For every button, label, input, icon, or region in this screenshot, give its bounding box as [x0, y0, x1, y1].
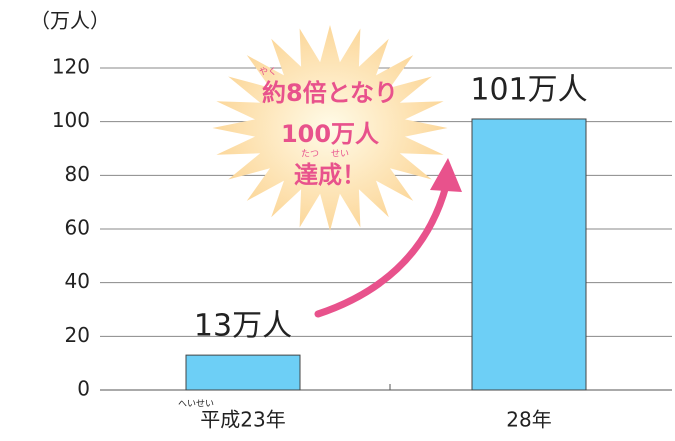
annotation-text: 約8倍となり	[262, 79, 398, 107]
chart: （万人） 0 20 40 60 80 100 120 平成23年 13万人 28年 101万人へいせ…	[0, 0, 675, 441]
y-tick-label: 120	[52, 55, 90, 79]
y-tick-label: 0	[77, 377, 90, 401]
value-label: 101万人	[470, 72, 587, 107]
annotation-text: 達成！	[294, 161, 366, 189]
bar	[472, 119, 586, 390]
y-tick-label: 80	[65, 162, 90, 186]
y-tick-label: 40	[65, 269, 90, 293]
annotation-ruby: たつ	[301, 149, 319, 160]
y-tick-label: 20	[65, 323, 90, 347]
x-tick-label: 平成23年	[200, 408, 285, 432]
bar	[186, 355, 300, 390]
annotation-text: 100万人	[281, 120, 379, 148]
y-tick-label: 100	[52, 108, 90, 132]
x-tick-label: 28年	[506, 408, 551, 432]
annotation-ruby: やく	[259, 67, 277, 78]
annotation-ruby: せい	[331, 149, 349, 160]
unit-label: （万人）	[30, 9, 110, 33]
value-label: 13万人	[194, 309, 292, 344]
y-tick-label: 60	[65, 216, 90, 240]
category-ruby: へいせい	[178, 399, 214, 410]
